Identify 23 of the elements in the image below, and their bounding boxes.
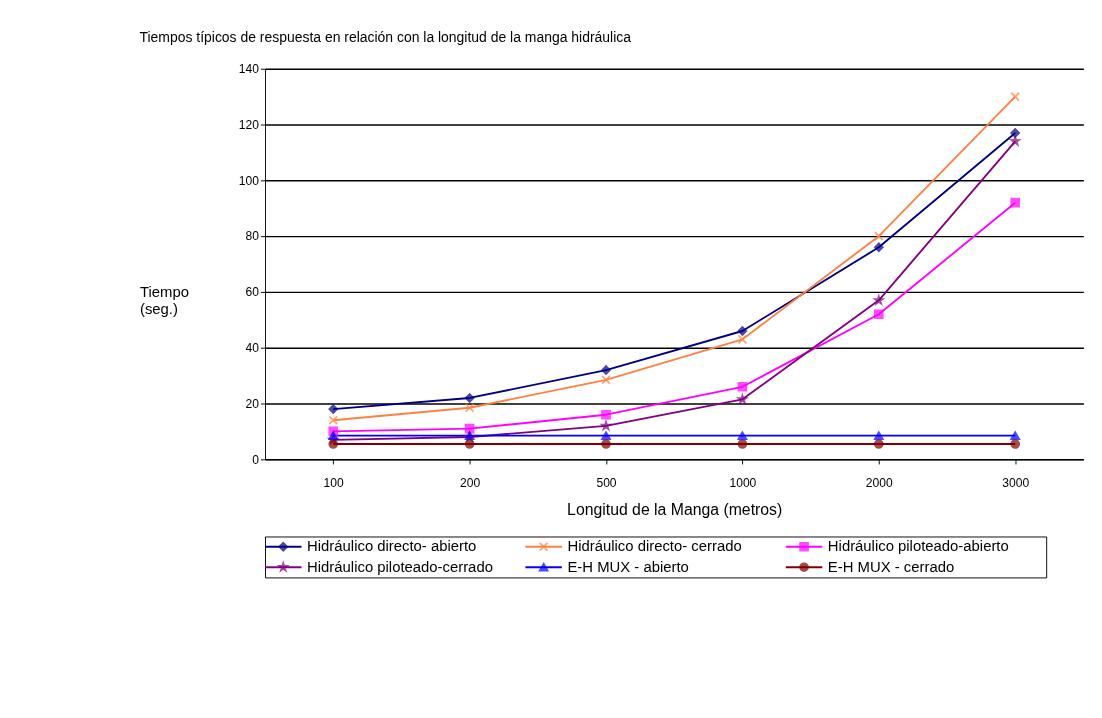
y-tick-label: 40 bbox=[245, 340, 260, 355]
x-tick-label: 500 bbox=[596, 475, 617, 490]
x-tick-label: 3000 bbox=[1002, 475, 1030, 490]
y-tick-label: 60 bbox=[245, 285, 260, 300]
legend-label: Hidráulico piloteado-cerrado bbox=[307, 558, 493, 575]
y-tick-label: 120 bbox=[238, 117, 260, 132]
legend-label: Hidráulico directo- abierto bbox=[307, 538, 477, 555]
legend-label: Hidráulico piloteado-abierto bbox=[827, 538, 1009, 555]
y-tick-label: 140 bbox=[238, 61, 260, 76]
y-tick-label: 100 bbox=[238, 173, 260, 188]
y-tick-label: 0 bbox=[252, 452, 260, 467]
x-tick-label: 200 bbox=[460, 475, 481, 490]
legend-label: Hidráulico directo- cerrado bbox=[567, 538, 742, 555]
x-tick-label: 2000 bbox=[865, 475, 893, 490]
y-axis-title: Tiempo (seg.) bbox=[139, 284, 189, 317]
x-tick-label: 100 bbox=[323, 475, 345, 490]
y-tick-label: 80 bbox=[245, 229, 260, 244]
chart-title: Tiempos típicos de respuesta en relación con la longitud de la manga hidráulica bbox=[139, 28, 632, 45]
legend-label: E-H MUX - abierto bbox=[567, 558, 689, 575]
x-tick-label: 1000 bbox=[729, 475, 757, 490]
x-axis-title: Longitud de la Manga (metros) bbox=[567, 500, 783, 518]
legend-label: E-H MUX - cerrado bbox=[827, 558, 955, 575]
y-tick-label: 20 bbox=[245, 396, 260, 411]
